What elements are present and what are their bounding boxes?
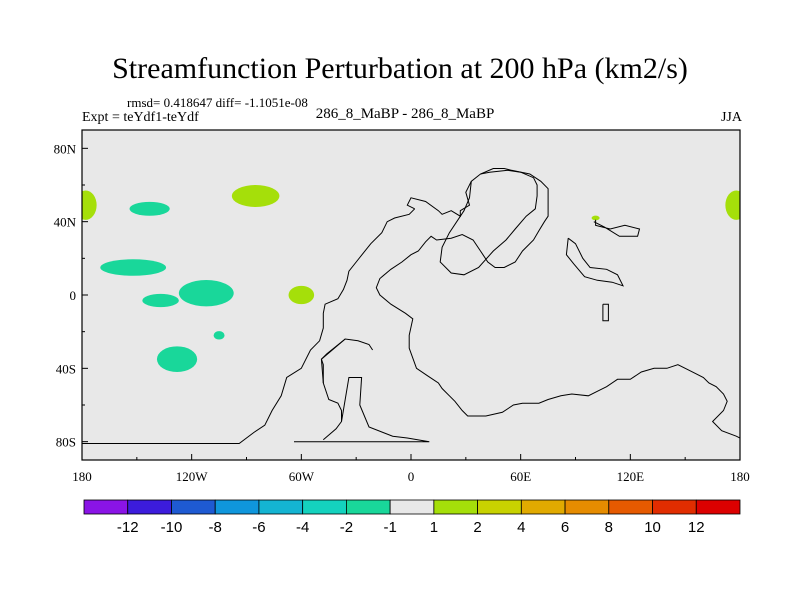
- anomaly-fills: [82, 185, 740, 372]
- colorbar-label: -10: [161, 519, 183, 536]
- y-axis: 80N 40N 0 40S 80S: [54, 141, 88, 450]
- colorbar-label: 12: [688, 519, 705, 536]
- x-axis: 180 120W 60W 0 60E 120E 180: [72, 454, 750, 484]
- y-tick-label: 40S: [56, 361, 76, 376]
- x-tick-label: 180: [72, 469, 92, 484]
- colorbar-swatch: [389, 499, 435, 515]
- colorbar-swatch: [171, 499, 216, 515]
- colorbar-label: 6: [561, 519, 569, 536]
- colorbar: -12 -10 -8 -6 -4 -2 -1 1 2 4 6 8 10 12: [83, 499, 741, 536]
- colorbar-swatch: [214, 499, 260, 515]
- colorbar-swatch: [564, 499, 610, 515]
- neg-central-pacific-fill: [142, 293, 179, 308]
- colorbar-label: 1: [430, 519, 438, 536]
- chart-title: Streamfunction Perturbation at 200 hPa (…: [112, 52, 688, 85]
- neg-tropical-east-pacific-fill: [100, 259, 167, 276]
- y-tick-label: 80S: [56, 435, 76, 450]
- colorbar-label: -8: [209, 519, 222, 536]
- colorbar-label: -2: [340, 519, 353, 536]
- pos-south-america-west-fill: [288, 285, 315, 305]
- y-tick-label: 80N: [54, 141, 77, 156]
- colorbar-label: 2: [473, 519, 481, 536]
- southern-isles: [320, 338, 346, 384]
- colorbar-label: -4: [296, 519, 309, 536]
- case-name-label: 286_8_MaBP - 286_8_MaBP: [315, 106, 495, 122]
- south-america-east-coast: [320, 359, 342, 441]
- colorbar-label: -12: [117, 519, 139, 536]
- y-tick-label: 40N: [54, 215, 77, 230]
- colorbar-swatch: [345, 499, 391, 515]
- africa-eurasia-coastline: [375, 168, 740, 439]
- colorbar-label: 8: [605, 519, 613, 536]
- x-tick-label: 60E: [510, 469, 531, 484]
- x-tick-label: 0: [408, 469, 415, 484]
- colorbar-swatch: [127, 499, 172, 515]
- colorbar-swatch: [608, 499, 653, 515]
- india-peninsula: [565, 237, 624, 287]
- pos-dateline-west-fill: [82, 190, 97, 220]
- colorbar-swatch: [652, 499, 697, 515]
- colorbar-swatch: [520, 499, 566, 515]
- south-america-coastline: [82, 208, 416, 444]
- south-america-inner: [294, 377, 430, 443]
- experiment-label: Expt = teYdf1-teYdf: [82, 110, 199, 125]
- pos-north-america-fill: [231, 185, 280, 207]
- coastlines: [82, 168, 740, 444]
- colorbar-label: 10: [644, 519, 661, 536]
- y-tick-label: 0: [70, 288, 77, 303]
- x-tick-label: 120W: [176, 469, 209, 484]
- neg-small-patch-fill: [213, 331, 225, 340]
- arabia-inner-coastline: [439, 169, 538, 276]
- x-tick-label: 60W: [289, 469, 315, 484]
- x-tick-label: 120E: [617, 469, 645, 484]
- neg-south-pacific-fill: [178, 279, 234, 307]
- colorbar-label: -6: [252, 519, 265, 536]
- pos-small-tibet-fill: [591, 215, 600, 221]
- neg-southern-subtropics-fill: [156, 346, 198, 372]
- indian-ocean-island: [602, 303, 609, 322]
- south-america-west-coast: [321, 338, 374, 360]
- colorbar-swatch: [258, 499, 304, 515]
- colorbar-swatch: [302, 499, 347, 515]
- colorbar-swatch: [477, 499, 522, 515]
- colorbar-label: 4: [517, 519, 525, 536]
- x-tick-label: 180: [730, 469, 750, 484]
- colorbar-swatch: [433, 499, 479, 515]
- neg-nw-pacific-fill: [129, 201, 170, 216]
- season-label: JJA: [720, 110, 742, 125]
- north-australia-coast: [593, 219, 641, 237]
- pos-dateline-east-fill: [725, 190, 740, 220]
- stats-label: rmsd= 0.418647 diff= -1.1051e-08: [127, 95, 308, 110]
- colorbar-swatch: [695, 499, 741, 515]
- colorbar-swatch: [83, 499, 129, 515]
- colorbar-label: -1: [383, 519, 396, 536]
